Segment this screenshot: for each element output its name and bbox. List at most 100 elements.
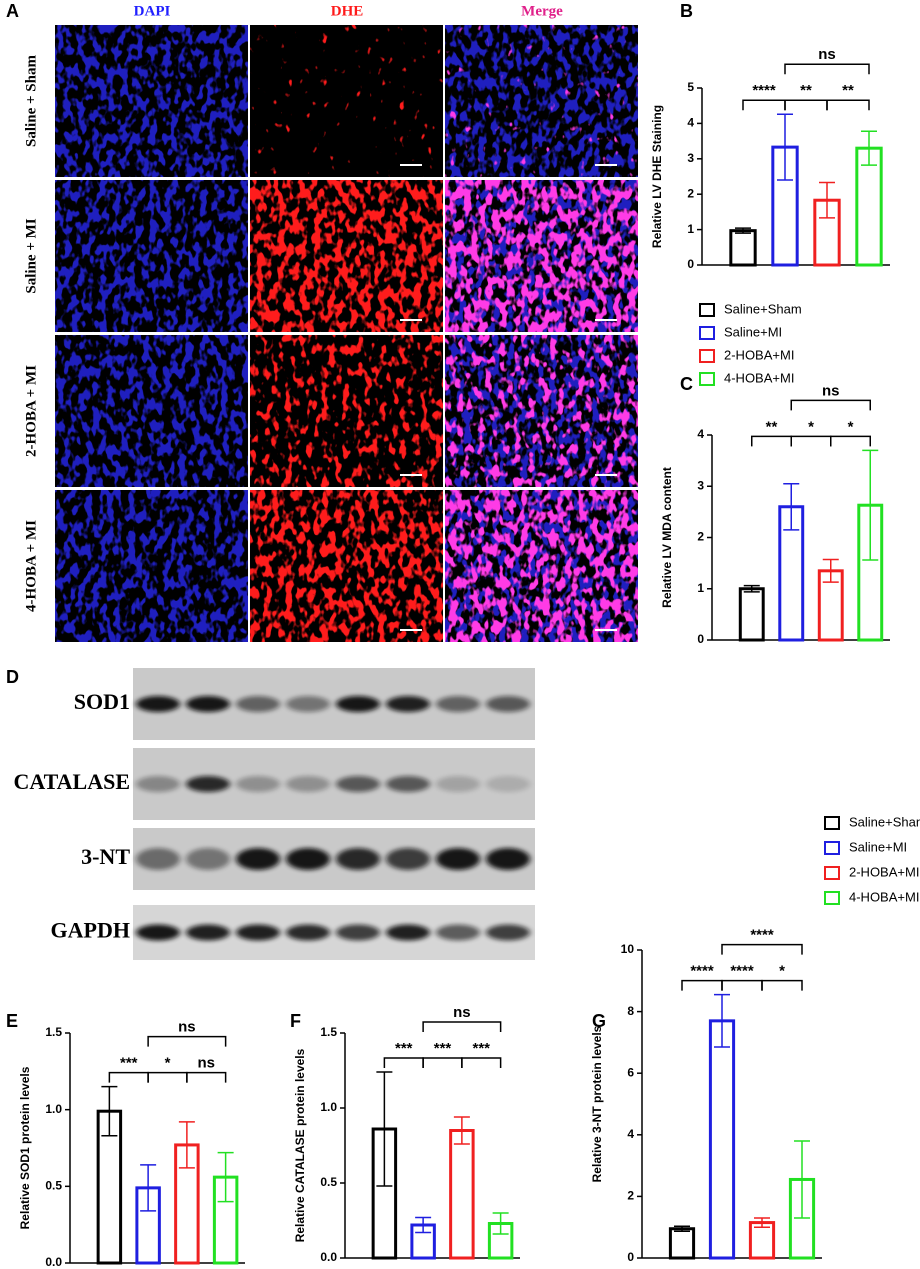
y-axis-label: Relative SOD1 protein levels: [18, 1066, 32, 1229]
significance-label: ***: [120, 1055, 138, 1072]
micrograph: [250, 335, 443, 487]
error-bar: [783, 482, 800, 531]
dhe-stain: [445, 335, 638, 487]
micrograph: [445, 490, 638, 642]
error-bar: [453, 1116, 470, 1145]
error-bar: [735, 227, 751, 234]
y-axis-label: Relative CATALASE protein levels: [293, 1048, 307, 1242]
significance-label: ****: [752, 82, 776, 99]
significance-bracket: [742, 99, 786, 111]
bar: [708, 1019, 736, 1260]
micrograph: [55, 490, 248, 642]
blot-band: [336, 776, 380, 792]
error-bar-line: [101, 1085, 118, 1137]
significance-bracket: [721, 943, 803, 955]
significance-label: ns: [178, 1019, 196, 1036]
significance-bracket: [147, 1071, 188, 1083]
y-tick-label: 3: [687, 151, 694, 165]
legend-swatch: [699, 372, 715, 386]
y-axis-label: Relative LV DHE Staining: [650, 105, 664, 248]
legend-label: 4-HOBA+MI: [849, 889, 919, 904]
y-tick-label: 2: [687, 186, 694, 200]
y-tick-label: 2: [627, 1189, 634, 1203]
bar: [729, 229, 757, 267]
error-bar: [101, 1085, 118, 1137]
blot-band: [336, 848, 380, 870]
significance-bracket: [383, 1057, 424, 1068]
significance-label: ns: [818, 46, 836, 63]
error-bar-line: [754, 1217, 770, 1228]
y-tick-label: 0: [687, 257, 694, 271]
error-bar: [794, 1140, 810, 1219]
micrograph: [250, 25, 443, 177]
error-bar: [819, 181, 835, 219]
micrograph: [445, 180, 638, 332]
significance-label: *: [779, 963, 785, 980]
significance-bracket: [784, 63, 870, 75]
error-bar-line: [794, 1140, 810, 1219]
bar: [449, 1129, 475, 1260]
legend-label: Saline+Sham: [849, 814, 920, 829]
blot-band: [136, 848, 180, 870]
significance-bracket: [422, 1057, 463, 1068]
micrograph: [250, 180, 443, 332]
significance-label: ****: [750, 927, 774, 944]
error-bar: [822, 558, 839, 583]
significance-bracket: [721, 979, 763, 991]
panel-letter: F: [290, 1011, 301, 1031]
blot-band: [386, 776, 430, 792]
significance-label: ns: [822, 382, 840, 399]
y-tick-label: 5: [687, 80, 694, 94]
blot-band: [486, 924, 530, 941]
error-bar: [178, 1121, 195, 1169]
panel-letter: A: [6, 1, 19, 21]
blot-band: [186, 696, 230, 712]
dhe-stain: [445, 180, 638, 332]
legend-label: 4-HOBA+MI: [724, 370, 794, 385]
error-bar-line: [453, 1116, 470, 1145]
legend-swatch: [699, 303, 715, 317]
significance-label: **: [842, 82, 854, 99]
micrograph: [445, 335, 638, 487]
legend-label: Saline+Sham: [724, 301, 802, 316]
y-tick-label: 3: [697, 478, 704, 492]
column-header: DHE: [331, 3, 364, 19]
y-tick-label: 1.0: [320, 1100, 337, 1114]
panel-letter: B: [680, 1, 693, 21]
y-tick-label: 0.5: [45, 1179, 62, 1193]
y-tick-label: 2: [697, 530, 704, 544]
y-tick-label: 1: [687, 222, 694, 236]
error-bar: [861, 130, 877, 166]
legend-label: Saline+MI: [849, 839, 907, 854]
dhe-stain: [250, 25, 443, 177]
significance-bracket: [790, 399, 871, 411]
error-bar-line: [492, 1212, 509, 1235]
error-bar: [674, 1225, 690, 1232]
significance-bracket: [186, 1071, 227, 1083]
significance-label: *: [848, 418, 854, 435]
significance-bracket: [826, 99, 870, 111]
micrograph: [55, 180, 248, 332]
blot-band: [336, 696, 380, 712]
blot-band: [486, 848, 530, 870]
legend-swatch: [699, 349, 715, 363]
legend-swatch: [824, 891, 840, 905]
blot-band: [436, 848, 480, 870]
error-bar-line: [415, 1216, 432, 1234]
blot-band: [386, 924, 430, 941]
y-axis-label: Relative LV MDA content: [660, 467, 674, 608]
dhe-stain: [445, 490, 638, 642]
y-tick-label: 0: [697, 632, 704, 646]
error-bar: [862, 449, 879, 561]
significance-label: ***: [472, 1040, 490, 1057]
significance-bracket: [784, 99, 828, 111]
blot-band: [286, 848, 330, 870]
error-bar-line: [178, 1121, 195, 1169]
blot-band: [236, 776, 280, 792]
dhe-stain: [250, 490, 443, 642]
blot-label: GAPDH: [51, 918, 130, 943]
y-tick-label: 0.5: [320, 1175, 337, 1189]
significance-bracket: [830, 435, 871, 447]
row-label: Saline + Sham: [23, 55, 39, 147]
panel-letter: C: [680, 374, 693, 394]
